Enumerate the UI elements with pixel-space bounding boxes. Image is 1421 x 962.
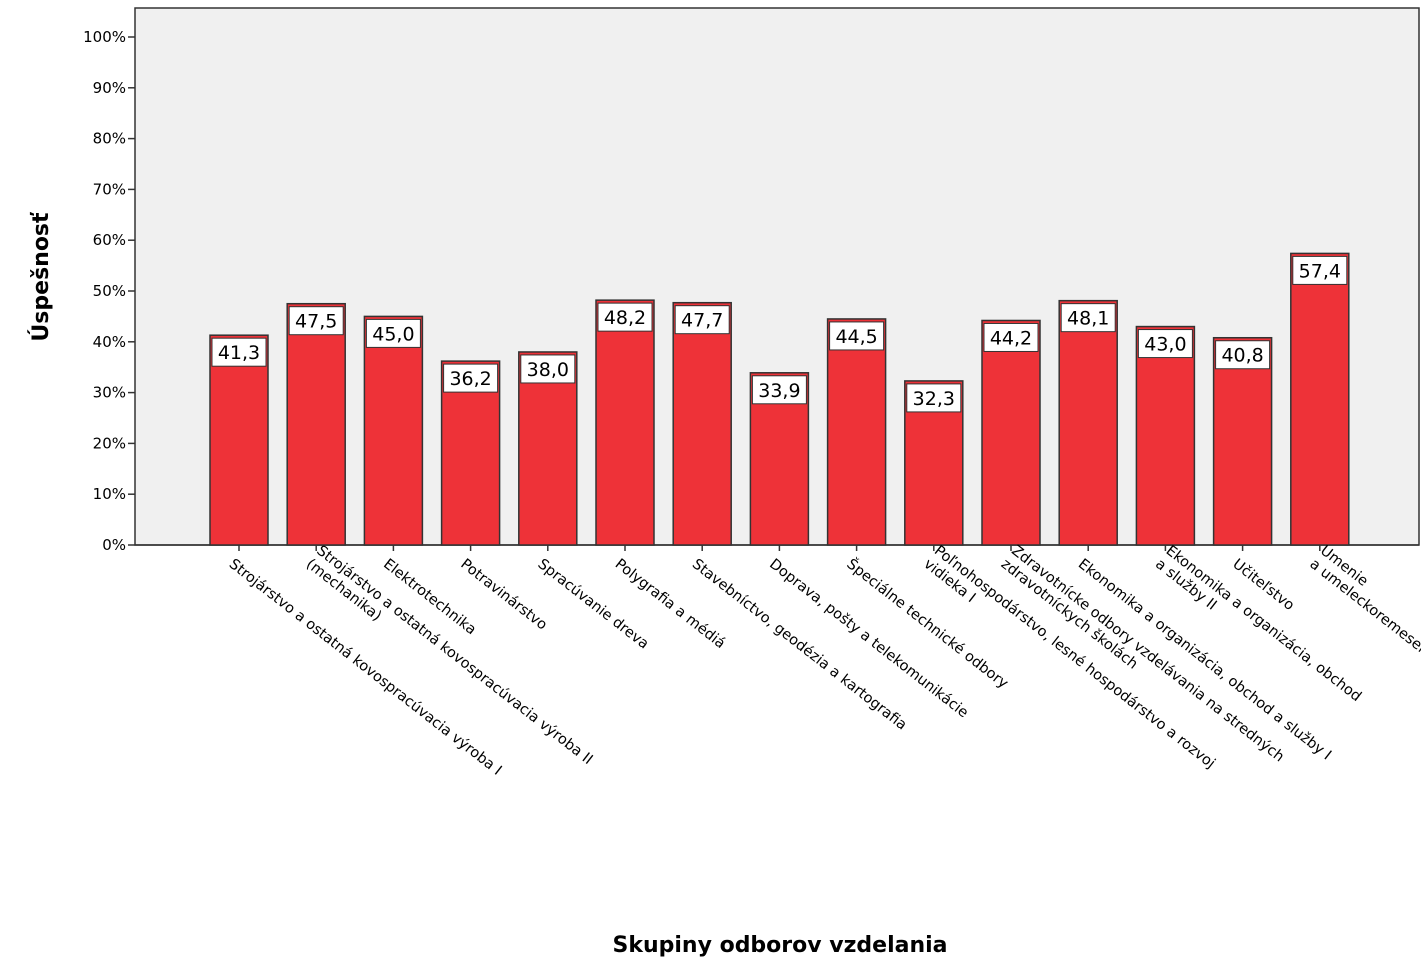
data-label: 33,9 [758,380,800,402]
data-label: 45,0 [372,323,414,345]
y-tick-label: 60% [93,231,126,249]
bar [1135,325,1196,546]
bar [826,318,887,546]
bar [1212,336,1273,546]
bars [209,252,1350,551]
data-label-box [983,322,1039,352]
y-tick-label: 80% [93,130,126,148]
y-tick-label: 40% [93,333,126,351]
bar [286,302,346,546]
y-axis: 0% 10% 20% 30% 40% 50% 60% 70% 80% 90% 100% [83,28,1419,554]
y-tick-label: 70% [93,180,126,198]
bar [672,301,732,546]
data-label: 48,1 [1067,308,1109,330]
x-axis-labels: Strojárstvo a ostatná kovospracúvacia vý… [226,543,1421,779]
data-label: 48,2 [604,307,646,329]
y-tick-label: 30% [93,384,126,402]
data-label-box [674,305,730,335]
data-label: 47,7 [681,310,723,332]
data-label: 57,4 [1299,260,1341,282]
data-label: 44,5 [835,326,877,348]
data-label-box [1137,329,1193,359]
bar [595,299,655,546]
y-tick-label: 50% [93,282,126,300]
x-tick-label: Špeciálne technické odbory [843,555,1012,693]
data-label-box [288,306,344,336]
data-label: 41,3 [218,342,260,364]
y-tick-label: 90% [93,79,126,97]
y-tick-label: 0% [102,536,126,554]
data-label-box [520,354,576,384]
data-label-box [1215,340,1271,370]
bar [363,315,424,546]
data-label-box [906,383,962,413]
bar [1058,299,1118,546]
data-label-box [443,363,499,393]
data-label-box [829,321,885,351]
x-axis-title: Skupiny odborov vzdelania [612,933,947,958]
data-label-box [597,302,653,332]
data-labels: 41,3 47,5 45,0 36,2 38,0 48,2 47,7 33,9 44,5 32,3… [211,255,1348,413]
data-label-box [751,375,807,405]
y-tick-label: 10% [93,485,126,503]
bar [1290,252,1350,546]
y-tick-label: 100% [83,28,126,46]
data-label: 40,8 [1221,345,1263,367]
data-label: 32,3 [913,388,955,410]
data-label: 44,2 [990,327,1032,349]
data-label-box [365,318,421,348]
x-tick-label-line: Špeciálne technické odbory [843,555,1012,693]
y-axis-title: Úspešnosť [28,211,54,342]
data-label: 43,0 [1144,334,1186,356]
data-label-box [1060,303,1116,333]
data-label: 36,2 [449,368,491,390]
data-label: 38,0 [527,359,569,381]
bar [981,319,1041,546]
data-label-box [211,337,267,367]
data-label: 47,5 [295,311,337,333]
y-tick-label: 20% [93,434,126,452]
data-label-box [1292,255,1348,285]
